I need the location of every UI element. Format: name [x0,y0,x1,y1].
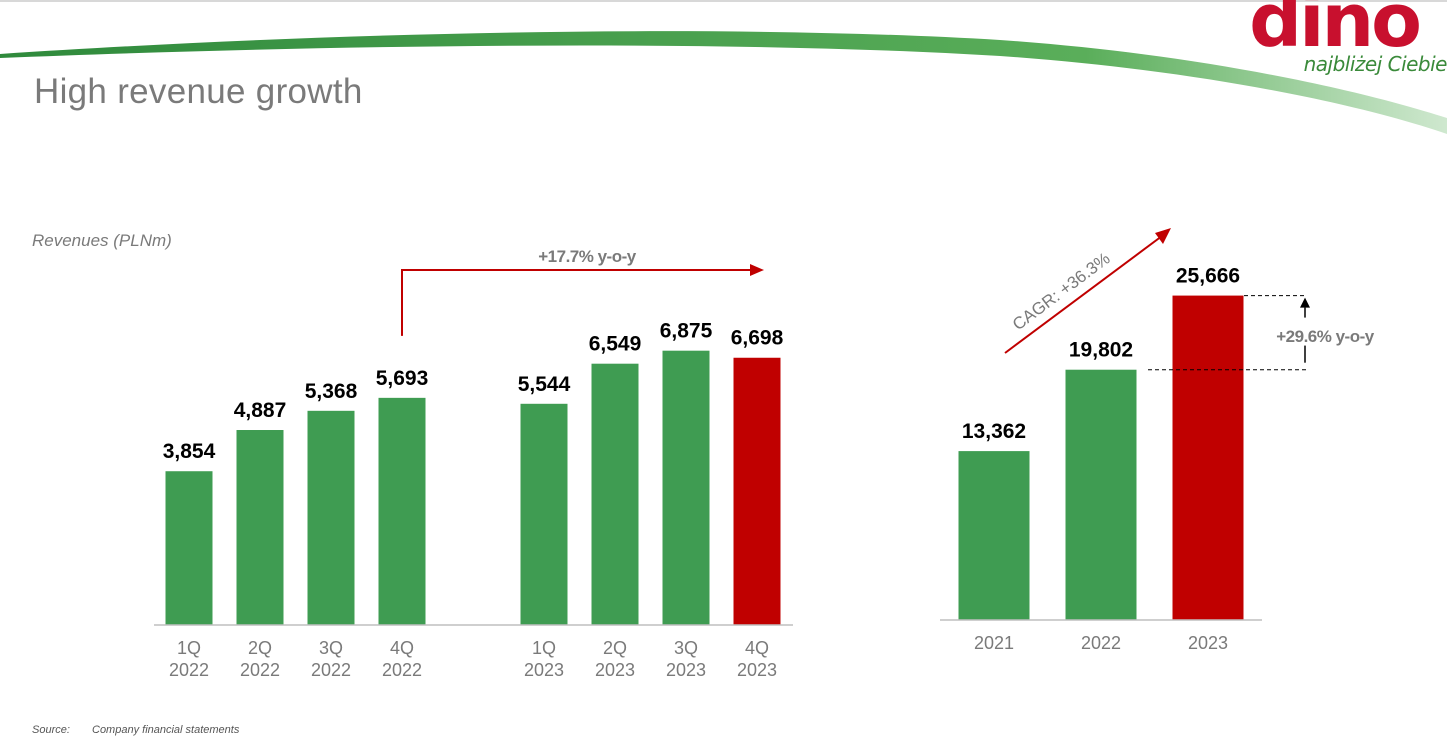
annual-data-label-1: 19,802 [1069,339,1133,362]
top-divider-line [0,0,1447,2]
source-label: Source: [32,724,70,736]
tick-label-1-line1: 2Q [248,638,272,658]
tick-label-3-line1: 4Q [390,638,414,658]
cagr-annotation-label: CAGR: +36.3% [1009,249,1114,334]
tick-label-6-line1: 3Q [674,638,698,658]
source-note: Source: Company financial statements [32,724,239,736]
tick-label-0-line1: 1Q [177,638,201,658]
bar-0 [165,471,213,625]
page-title: High revenue growth [34,72,363,111]
data-label-7: 6,698 [731,327,784,350]
bar-2 [307,410,355,625]
diff-annotation-label: +29.6% y-o-y [1276,327,1375,346]
bar-4 [520,403,568,625]
annual-bar-1 [1065,369,1137,620]
bar-6 [662,350,710,625]
diff-arrow-head [1300,297,1310,308]
logo-tagline: najbliżej Ciebie [1303,52,1447,76]
annual-tick-label-1: 2022 [1081,633,1121,653]
cagr-arrow-line [1004,235,1163,354]
logo-wordmark: dino [1249,0,1422,64]
bar-1 [236,430,284,625]
tick-label-4-line2: 2023 [524,660,564,680]
source-text: Company financial statements [92,724,240,736]
annual-data-label-0: 13,362 [962,420,1026,443]
tick-label-7-line2: 2023 [737,660,777,680]
data-label-1: 4,887 [234,399,287,422]
chart-title: Revenues (PLNm) [32,231,172,250]
tick-label-4-line1: 1Q [532,638,556,658]
annual-tick-label-0: 2021 [974,633,1014,653]
tick-label-1-line2: 2022 [240,660,280,680]
tick-label-0-line2: 2022 [169,660,209,680]
bar-7 [733,357,781,625]
header-swoosh-decoration [0,31,1447,134]
bar-3 [378,397,426,625]
tick-label-5-line2: 2023 [595,660,635,680]
data-label-6: 6,875 [660,320,713,343]
annual-bar-0 [958,451,1030,620]
tick-label-3-line2: 2022 [382,660,422,680]
tick-label-2-line1: 3Q [319,638,343,658]
annual-bar-2 [1172,295,1244,620]
tick-label-6-line2: 2023 [666,660,706,680]
data-label-3: 5,693 [376,367,429,390]
bar-5 [591,363,639,625]
annual-tick-label-2: 2023 [1188,633,1228,653]
yoy-arrow-line [401,269,752,336]
dino-logo: dino najbliżej Ciebie [1227,0,1447,80]
tick-label-5-line1: 2Q [603,638,627,658]
data-label-0: 3,854 [163,440,216,463]
data-label-4: 5,544 [518,373,571,396]
yoy-annotation-label: +17.7% y-o-y [538,247,637,266]
tick-label-7-line1: 4Q [745,638,769,658]
data-label-2: 5,368 [305,380,358,403]
annual-data-label-2: 25,666 [1176,265,1240,288]
tick-label-2-line2: 2022 [311,660,351,680]
data-label-5: 6,549 [589,333,642,356]
yoy-arrow-head [750,264,764,276]
cagr-arrow-head [1155,228,1171,244]
